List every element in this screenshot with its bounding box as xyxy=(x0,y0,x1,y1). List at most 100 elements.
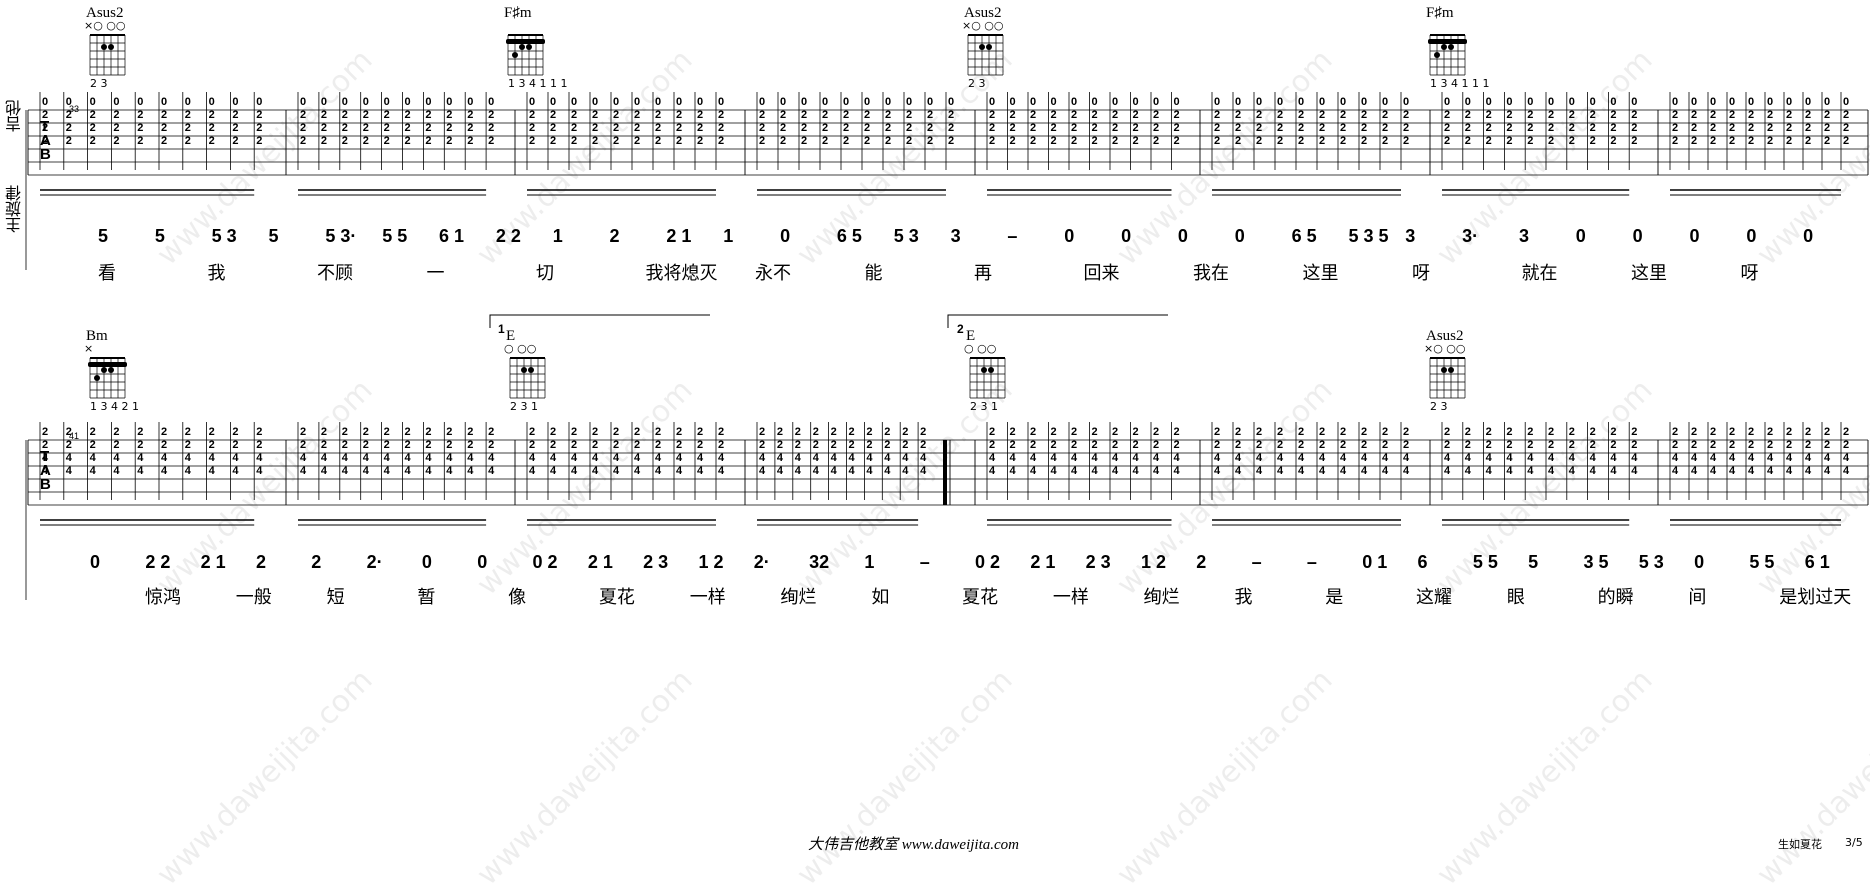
fret-number: 2 xyxy=(927,109,933,121)
fret-number: 2 xyxy=(1610,122,1616,134)
fret-number: 4 xyxy=(718,452,725,464)
fret-number: 2 xyxy=(90,135,96,147)
fret-number: 4 xyxy=(1256,465,1263,477)
melody-note: 2 2 xyxy=(145,552,171,572)
fret-number: 0 xyxy=(1277,96,1283,108)
fret-number: 2 xyxy=(42,122,48,134)
fret-number: 2 xyxy=(592,135,598,147)
fret-number: 2 xyxy=(321,135,327,147)
fret-number: 4 xyxy=(342,452,349,464)
fret-number: 2 xyxy=(989,135,995,147)
fret-number: 2 xyxy=(1298,439,1304,451)
fret-number: 4 xyxy=(1382,452,1389,464)
fret-number: 0 xyxy=(1112,96,1118,108)
melody-note: 0 xyxy=(1689,226,1700,246)
fret-number: 4 xyxy=(363,465,370,477)
fret-number: 2 xyxy=(1133,122,1139,134)
chord-diagram xyxy=(88,357,127,399)
finger-dot xyxy=(986,44,992,50)
fret-number: 2 xyxy=(137,109,143,121)
melody-note: 0 xyxy=(1064,226,1075,246)
volta-2-bracket xyxy=(947,314,1168,328)
lyric-syllable: 像 xyxy=(508,587,527,608)
fret-number: 2 xyxy=(405,109,411,121)
chord-finger-numbers: 1 3 4 1 1 1 xyxy=(1430,77,1490,90)
fret-number: 4 xyxy=(592,452,599,464)
fret-number: 2 xyxy=(927,122,933,134)
fret-number: 2 xyxy=(1340,135,1346,147)
fret-number: 2 xyxy=(137,135,143,147)
fret-number: 4 xyxy=(1506,452,1513,464)
fret-number: 2 xyxy=(1805,426,1811,438)
fret-number: 2 xyxy=(1843,439,1849,451)
fret-number: 2 xyxy=(989,122,995,134)
fret-number: 4 xyxy=(989,465,996,477)
lyric-syllable: 间 xyxy=(1688,587,1707,608)
fret-number: 2 xyxy=(1843,122,1849,134)
fret-number: 2 xyxy=(42,426,48,438)
melody-note: 6 1 xyxy=(439,226,465,246)
fret-number: 2 xyxy=(384,439,390,451)
fret-number: 0 xyxy=(113,96,119,108)
fret-number: 2 xyxy=(185,426,191,438)
fret-number: 0 xyxy=(1548,96,1554,108)
fret-number: 2 xyxy=(1590,426,1596,438)
fret-number: 2 xyxy=(1340,122,1346,134)
lyric-syllable: 我 xyxy=(1234,587,1253,608)
lyric-syllable: 再 xyxy=(974,263,992,284)
chord-diagram xyxy=(969,357,1006,399)
fret-number: 4 xyxy=(1030,452,1037,464)
fret-number: 2 xyxy=(1382,135,1388,147)
fret-number: 0 xyxy=(822,96,828,108)
fret-number: 2 xyxy=(1506,426,1512,438)
fret-number: 4 xyxy=(571,465,578,477)
fret-number: 2 xyxy=(1277,122,1283,134)
fret-number: 2 xyxy=(1382,439,1388,451)
chord-diagram xyxy=(967,34,1004,76)
chord-open-strings: ○ ○○ xyxy=(504,342,537,355)
fret-number: 4 xyxy=(1729,452,1736,464)
melody-note: 0 1 xyxy=(1362,552,1388,572)
fret-number: 2 xyxy=(801,135,807,147)
fret-number: 4 xyxy=(1214,465,1221,477)
fret-number: 0 xyxy=(1361,96,1367,108)
fret-number: 4 xyxy=(161,452,168,464)
fret-number: 4 xyxy=(137,465,144,477)
fret-number: 2 xyxy=(488,439,494,451)
fret-number: 2 xyxy=(1319,439,1325,451)
fret-number: 4 xyxy=(1444,452,1451,464)
fret-number: 2 xyxy=(592,109,598,121)
fret-number: 2 xyxy=(1051,426,1057,438)
fret-number: 4 xyxy=(342,465,349,477)
fret-number: 2 xyxy=(1824,439,1830,451)
fret-number: 2 xyxy=(655,135,661,147)
fret-number: 2 xyxy=(185,122,191,134)
fret-number: 2 xyxy=(1277,135,1283,147)
fret-number: 2 xyxy=(1051,439,1057,451)
chord-finger-numbers: 2 3 xyxy=(1430,400,1448,413)
fret-number: 2 xyxy=(1748,439,1754,451)
fret-number: 2 xyxy=(1298,122,1304,134)
fret-number: 2 xyxy=(989,426,995,438)
fret-number: 2 xyxy=(1256,109,1262,121)
fret-number: 2 xyxy=(1071,426,1077,438)
fret-number: 2 xyxy=(1748,109,1754,121)
tab-staff-2 xyxy=(27,439,1869,506)
fret-number: 2 xyxy=(884,426,890,438)
fret-number: 2 xyxy=(1071,122,1077,134)
lyric-syllable: 是 xyxy=(1325,587,1344,608)
fret-number: 4 xyxy=(759,465,766,477)
fret-number: 4 xyxy=(1256,452,1263,464)
fret-number: 2 xyxy=(1729,439,1735,451)
fret-number: 4 xyxy=(1010,465,1017,477)
fret-number: 2 xyxy=(1590,122,1596,134)
melody-note: 0 xyxy=(1177,226,1188,246)
fret-number: 4 xyxy=(1710,452,1717,464)
fret-number: 2 xyxy=(42,135,48,147)
fret-number: 2 xyxy=(1843,426,1849,438)
melody-note: 5 xyxy=(154,226,165,246)
fret-number: 2 xyxy=(1631,122,1637,134)
fret-number: 4 xyxy=(1361,465,1368,477)
fret-number: 4 xyxy=(634,452,641,464)
tab-clef-letter: B xyxy=(40,476,51,493)
